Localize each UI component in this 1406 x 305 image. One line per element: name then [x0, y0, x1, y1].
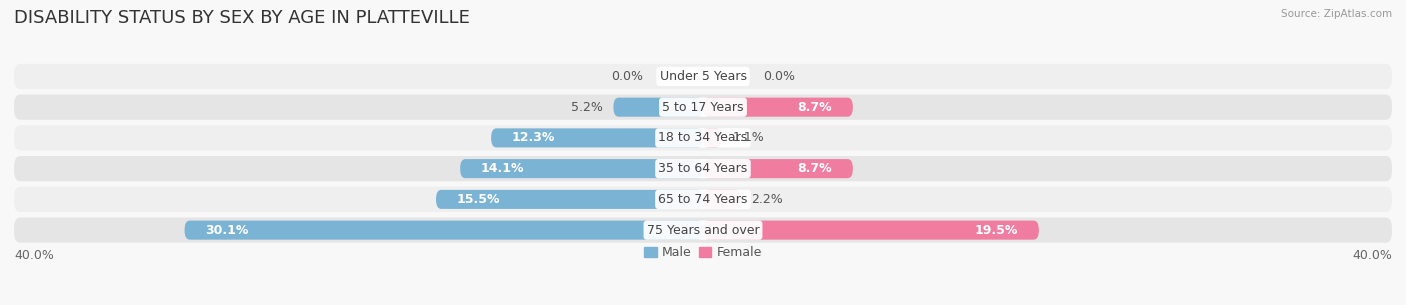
Text: Source: ZipAtlas.com: Source: ZipAtlas.com [1281, 9, 1392, 19]
Text: 15.5%: 15.5% [457, 193, 501, 206]
Text: 5.2%: 5.2% [571, 101, 603, 114]
Text: 35 to 64 Years: 35 to 64 Years [658, 162, 748, 175]
FancyBboxPatch shape [14, 156, 1392, 181]
FancyBboxPatch shape [460, 159, 703, 178]
FancyBboxPatch shape [14, 95, 1392, 120]
Text: 19.5%: 19.5% [974, 224, 1018, 237]
Text: 12.3%: 12.3% [512, 131, 555, 144]
Text: DISABILITY STATUS BY SEX BY AGE IN PLATTEVILLE: DISABILITY STATUS BY SEX BY AGE IN PLATT… [14, 9, 470, 27]
FancyBboxPatch shape [703, 98, 853, 117]
FancyBboxPatch shape [14, 64, 1392, 89]
FancyBboxPatch shape [14, 217, 1392, 243]
FancyBboxPatch shape [703, 190, 741, 209]
Text: 5 to 17 Years: 5 to 17 Years [662, 101, 744, 114]
Text: 40.0%: 40.0% [14, 249, 53, 262]
FancyBboxPatch shape [703, 128, 721, 147]
FancyBboxPatch shape [14, 125, 1392, 150]
FancyBboxPatch shape [703, 159, 853, 178]
Text: 0.0%: 0.0% [763, 70, 796, 83]
FancyBboxPatch shape [436, 190, 703, 209]
Text: 2.2%: 2.2% [751, 193, 783, 206]
Text: 1.1%: 1.1% [733, 131, 763, 144]
Text: Under 5 Years: Under 5 Years [659, 70, 747, 83]
Text: 8.7%: 8.7% [797, 101, 832, 114]
FancyBboxPatch shape [14, 187, 1392, 212]
FancyBboxPatch shape [613, 98, 703, 117]
FancyBboxPatch shape [184, 221, 703, 240]
FancyBboxPatch shape [703, 221, 1039, 240]
Text: 18 to 34 Years: 18 to 34 Years [658, 131, 748, 144]
Text: 14.1%: 14.1% [481, 162, 524, 175]
Legend: Male, Female: Male, Female [644, 246, 762, 260]
Text: 0.0%: 0.0% [610, 70, 643, 83]
Text: 30.1%: 30.1% [205, 224, 249, 237]
Text: 65 to 74 Years: 65 to 74 Years [658, 193, 748, 206]
Text: 8.7%: 8.7% [797, 162, 832, 175]
Text: 75 Years and over: 75 Years and over [647, 224, 759, 237]
Text: 40.0%: 40.0% [1353, 249, 1392, 262]
FancyBboxPatch shape [491, 128, 703, 147]
